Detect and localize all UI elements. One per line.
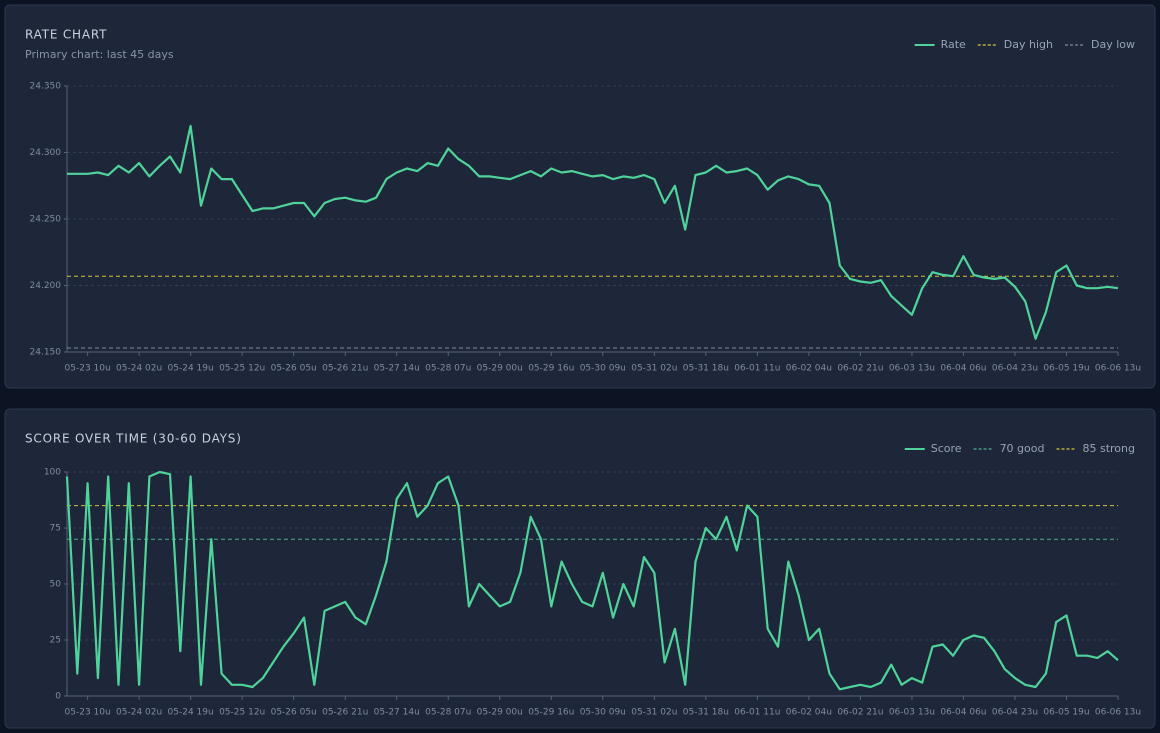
x-tick-label: 05-24 19u xyxy=(168,364,214,374)
legend-label: Score xyxy=(931,442,962,455)
legend-label: Day high xyxy=(1004,38,1053,51)
y-tick-label: 0 xyxy=(55,692,61,702)
x-tick-label: 06-03 13u xyxy=(889,364,935,374)
x-tick-label: 06-04 23u xyxy=(992,708,1038,718)
x-tick-label: 06-04 06u xyxy=(940,708,986,718)
series-line xyxy=(65,470,1119,691)
y-tick-label: 75 xyxy=(50,524,61,534)
x-tick-label: 05-24 02u xyxy=(116,364,162,374)
x-tick-label: 05-27 14u xyxy=(374,708,420,718)
y-tick-label: 24.300 xyxy=(30,148,62,158)
x-tick-label: 06-03 13u xyxy=(889,708,935,718)
x-tick-label: 05-24 19u xyxy=(168,708,214,718)
chart-title: SCORE OVER TIME (30-60 DAYS) xyxy=(25,432,242,446)
x-tick-label: 06-01 11u xyxy=(734,364,780,374)
legend-label: Rate xyxy=(941,38,966,51)
x-tick-label: 05-26 05u xyxy=(271,708,317,718)
x-tick-label: 06-06 13u xyxy=(1095,364,1141,374)
x-tick-label: 05-28 07u xyxy=(425,708,471,718)
x-tick-label: 05-30 09u xyxy=(580,364,626,374)
x-tick-label: 05-30 09u xyxy=(580,708,626,718)
score-panel xyxy=(4,408,1156,729)
series-line xyxy=(67,124,1119,340)
y-tick-label: 24.150 xyxy=(30,348,62,358)
x-tick-label: 06-06 13u xyxy=(1095,708,1141,718)
x-tick-label: 05-31 02u xyxy=(631,364,677,374)
x-tick-label: 05-29 00u xyxy=(477,364,523,374)
x-tick-label: 05-26 21u xyxy=(322,708,368,718)
x-tick-label: 06-02 04u xyxy=(786,364,832,374)
x-tick-label: 06-04 23u xyxy=(992,364,1038,374)
x-tick-label: 05-23 10u xyxy=(65,364,111,374)
chart-title: RATE CHART xyxy=(25,28,107,42)
chart-subtitle: Primary chart: last 45 days xyxy=(25,48,174,61)
y-tick-label: 24.200 xyxy=(30,281,62,291)
x-tick-label: 05-29 16u xyxy=(528,364,574,374)
x-tick-label: 05-25 12u xyxy=(219,364,265,374)
x-tick-label: 05-31 18u xyxy=(683,364,729,374)
legend-label: Day low xyxy=(1091,38,1135,51)
x-tick-label: 06-02 21u xyxy=(837,364,883,374)
y-tick-label: 25 xyxy=(50,636,61,646)
x-tick-label: 06-02 04u xyxy=(786,708,832,718)
x-tick-label: 05-31 18u xyxy=(683,708,729,718)
legend-label: 70 good xyxy=(1000,442,1045,455)
x-tick-label: 05-27 14u xyxy=(374,364,420,374)
x-tick-label: 06-01 11u xyxy=(734,708,780,718)
x-tick-label: 05-28 07u xyxy=(425,364,471,374)
y-tick-label: 24.350 xyxy=(30,82,62,92)
x-tick-label: 05-26 21u xyxy=(322,364,368,374)
legend-label: 85 strong xyxy=(1082,442,1135,455)
x-tick-label: 05-29 00u xyxy=(477,708,523,718)
x-tick-label: 05-25 12u xyxy=(219,708,265,718)
x-tick-label: 06-05 19u xyxy=(1043,364,1089,374)
y-tick-label: 100 xyxy=(44,468,61,478)
x-tick-label: 06-05 19u xyxy=(1043,708,1089,718)
x-tick-label: 05-26 05u xyxy=(271,364,317,374)
rate-panel xyxy=(4,4,1156,389)
x-tick-label: 05-24 02u xyxy=(116,708,162,718)
y-tick-label: 24.250 xyxy=(30,215,62,225)
y-tick-label: 50 xyxy=(50,580,62,590)
x-tick-label: 05-31 02u xyxy=(631,708,677,718)
x-tick-label: 05-29 16u xyxy=(528,708,574,718)
x-tick-label: 05-23 10u xyxy=(65,708,111,718)
x-tick-label: 06-02 21u xyxy=(837,708,883,718)
x-tick-label: 06-04 06u xyxy=(940,364,986,374)
